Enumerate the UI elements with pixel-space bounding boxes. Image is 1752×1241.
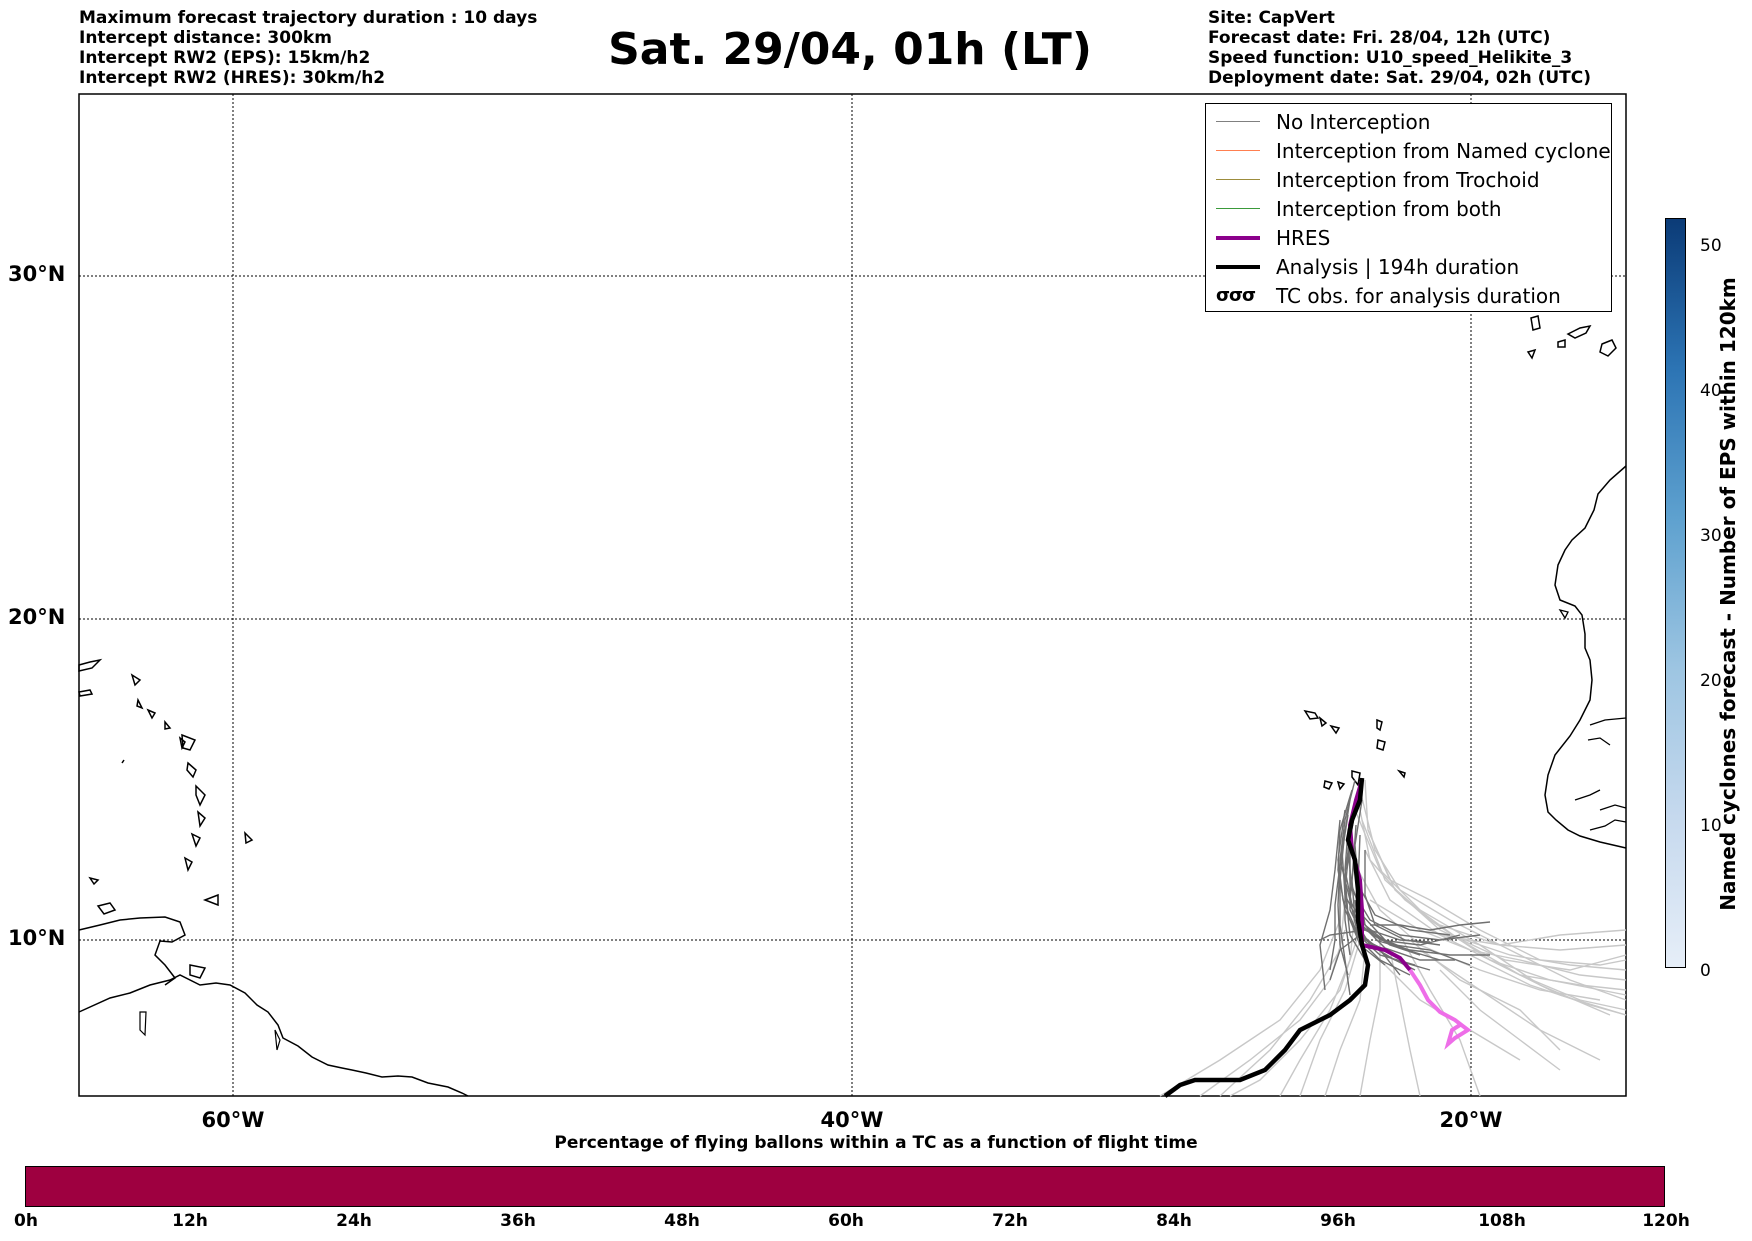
legend-swatch-trochoid	[1216, 179, 1260, 180]
legend-entry: No Interception	[1212, 108, 1607, 137]
lat-label-10n: 10°N	[8, 926, 66, 950]
colorbar-tick: 50	[1700, 236, 1722, 256]
legend-swatch-hres	[1216, 236, 1260, 240]
lon-label-20w: 20°W	[1439, 1108, 1503, 1132]
header-left-line: Maximum forecast trajectory duration : 1…	[79, 8, 538, 28]
colorbar-bottom	[25, 1166, 1665, 1207]
legend-entry: σσσ TC obs. for analysis duration	[1212, 282, 1607, 311]
header-right-line: Site: CapVert	[1208, 8, 1335, 28]
legend-entry: Interception from both	[1212, 195, 1607, 224]
lat-label-30n: 30°N	[8, 262, 66, 286]
legend-entry: HRES	[1212, 224, 1607, 253]
trinidad-island	[189, 964, 207, 979]
africa-coastline	[1544, 465, 1627, 849]
eps-trajectories-light	[1159, 779, 1627, 1097]
colorbar-bottom-tick: 108h	[1478, 1211, 1526, 1231]
legend-entry: Interception from Named cyclone	[1212, 137, 1611, 166]
legend-swatch-named-cyclone	[1216, 150, 1260, 151]
colorbar-right	[1665, 218, 1686, 968]
header-left-line: Intercept RW2 (EPS): 15km/h2	[79, 48, 371, 68]
lat-label-20n: 20°N	[8, 605, 66, 629]
header-right-line: Forecast date: Fri. 28/04, 12h (UTC)	[1208, 28, 1551, 48]
header-right-line: Speed function: U10_speed_Helikite_3	[1208, 48, 1573, 68]
africa-coast-details	[1558, 608, 1627, 831]
colorbar-bottom-tick: 84h	[1156, 1211, 1192, 1231]
analysis-trajectory	[1163, 777, 1371, 1098]
legend-label: TC obs. for analysis duration	[1276, 284, 1561, 308]
legend-label: Interception from Trochoid	[1276, 168, 1540, 192]
venezuela-coastline	[78, 916, 186, 986]
legend-swatch-no-interception	[1216, 121, 1260, 122]
page-title: Sat. 29/04, 01h (LT)	[608, 24, 1092, 75]
canary-islands	[1526, 315, 1617, 360]
header-left-line: Intercept RW2 (HRES): 30km/h2	[79, 68, 386, 88]
colorbar-tick: 40	[1700, 381, 1722, 401]
colorbar-bottom-tick: 72h	[992, 1211, 1028, 1231]
island	[274, 1029, 281, 1051]
colorbar-bottom-tick: 24h	[336, 1211, 372, 1231]
cape-verde-islands	[1303, 709, 1406, 791]
legend-swatch-both	[1216, 208, 1260, 209]
colorbar-right-label: Named cyclones forecast - Number of EPS …	[1716, 277, 1740, 911]
colorbar-tick: 10	[1700, 816, 1722, 836]
header-right-info: Site: CapVert Forecast date: Fri. 28/04,…	[1208, 8, 1591, 88]
colorbar-bottom-title: Percentage of flying ballons within a TC…	[554, 1133, 1198, 1153]
colorbar-tick: 30	[1700, 526, 1722, 546]
tc-symbol-icon: σσσ	[1216, 285, 1256, 306]
colorbar-bottom-tick: 12h	[172, 1211, 208, 1231]
colorbar-tick: 0	[1700, 961, 1711, 981]
lon-label-60w: 60°W	[201, 1108, 265, 1132]
colorbar-bottom-tick: 96h	[1320, 1211, 1356, 1231]
colorbar-bottom-tick: 60h	[828, 1211, 864, 1231]
legend-label: No Interception	[1276, 110, 1431, 134]
header-left-info: Maximum forecast trajectory duration : 1…	[79, 8, 537, 88]
legend-label: Interception from Named cyclone	[1276, 139, 1611, 163]
island	[139, 1011, 147, 1037]
colorbar-bottom-tick: 36h	[500, 1211, 536, 1231]
legend-entry: Analysis | 194h duration	[1212, 253, 1607, 282]
header-left-line: Intercept distance: 300km	[79, 28, 332, 48]
south-america-coastline	[78, 974, 469, 1097]
legend-entry: Interception from Trochoid	[1212, 166, 1607, 195]
colorbar-tick: 20	[1700, 671, 1722, 691]
colorbar-bottom-tick: 120h	[1642, 1211, 1690, 1231]
lon-label-40w: 40°W	[820, 1108, 884, 1132]
legend-label: HRES	[1276, 226, 1331, 250]
header-right-line: Deployment date: Sat. 29/04, 02h (UTC)	[1208, 68, 1592, 88]
hres-trajectory-late	[1408, 968, 1472, 1050]
colorbar-bottom-tick: 0h	[14, 1211, 38, 1231]
colorbar-bottom-tick: 48h	[664, 1211, 700, 1231]
caribbean-islands	[78, 658, 254, 915]
legend: No Interception Interception from Named …	[1205, 103, 1612, 312]
legend-swatch-analysis	[1216, 265, 1260, 269]
legend-label: Analysis | 194h duration	[1276, 255, 1520, 279]
legend-label: Interception from both	[1276, 197, 1502, 221]
